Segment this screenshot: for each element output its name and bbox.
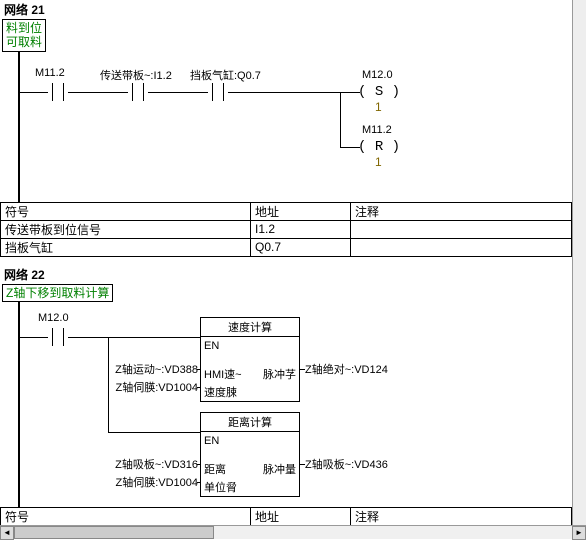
net21-comment-line1: 料到位: [6, 21, 42, 35]
wire: [197, 387, 200, 388]
network-21-header: 网络 21: [0, 0, 572, 19]
fb2-in2: 单位脋: [204, 479, 237, 495]
fb-distance-title: 距离计算: [201, 413, 299, 432]
contact-m11-2-label: M11.2: [35, 67, 65, 79]
contact-m12-0-label: M12.0: [38, 312, 69, 324]
coil-r-type: R: [375, 139, 383, 155]
wire: [68, 92, 128, 93]
fb-distance-calc: 距离计算 EN 距离 脉冲量 单位脋: [200, 412, 300, 497]
wire: [340, 92, 360, 93]
contact-q0-7: [208, 83, 228, 101]
sym-col-comment: 注释: [351, 202, 572, 220]
left-power-rail: [18, 52, 20, 202]
network-22-ladder: M12.0 速度计算 EN HMI速~ 脉冲芓 速度脨 Z轴运动~:VD388 …: [0, 302, 572, 507]
sym-addr: I1.2: [251, 220, 351, 238]
coil-s-count: 1: [375, 100, 382, 114]
contact-m12-0: [48, 328, 68, 346]
contact-i1-2-label: 传送带板~:I1.2: [100, 67, 172, 83]
coil-r-count: 1: [375, 155, 382, 169]
table-row: 传送带板到位信号 I1.2: [1, 220, 572, 238]
fb1-in2-ext: Z轴伺朠:VD1004: [106, 379, 198, 395]
fb2-in1: 距离: [204, 461, 226, 477]
fb1-out1: 脉冲芓: [263, 366, 296, 382]
fb-speed-title: 速度计算: [201, 318, 299, 337]
contact-q0-7-label: 挡板气缸:Q0.7: [190, 67, 261, 83]
sym-col-symbol: 符号: [1, 202, 251, 220]
wire: [340, 147, 360, 148]
wire: [197, 369, 200, 370]
wire: [340, 92, 341, 147]
wire: [300, 464, 305, 465]
sym-col-symbol: 符号: [1, 508, 251, 525]
scrollbar-track[interactable]: [14, 526, 572, 539]
wire: [18, 92, 48, 93]
fb-speed-calc: 速度计算 EN HMI速~ 脉冲芓 速度脨: [200, 317, 300, 402]
coil-s-top-label: M12.0: [362, 69, 393, 81]
scroll-right-arrow-icon[interactable]: ►: [572, 526, 586, 540]
fb1-in2: 速度脨: [204, 384, 237, 400]
wire: [197, 464, 200, 465]
network-21-symbol-table: 符号 地址 注释 传送带板到位信号 I1.2 挡板气缸 Q0.7: [0, 202, 572, 257]
coil-reset-m11-2: ( R ): [358, 139, 400, 155]
wire: [228, 92, 340, 93]
fb1-out1-ext: Z轴绝对~:VD124: [305, 361, 388, 377]
fb2-en: EN: [204, 435, 219, 447]
network-21-comment: 料到位 可取料: [2, 19, 46, 52]
wire: [148, 92, 208, 93]
table-row: 挡板气缸 Q0.7: [1, 238, 572, 256]
vertical-scrollbar[interactable]: [572, 0, 586, 525]
fb2-in1-ext: Z轴吸板~:VD316: [106, 456, 198, 472]
sym-col-address: 地址: [251, 508, 351, 525]
wire: [108, 337, 200, 338]
contact-i1-2: [128, 83, 148, 101]
sym-name: 传送带板到位信号: [1, 220, 251, 238]
wire: [197, 482, 200, 483]
coil-s-type: S: [375, 84, 383, 100]
horizontal-scrollbar[interactable]: ◄ ►: [0, 525, 586, 539]
left-power-rail: [18, 302, 20, 507]
sym-name: 挡板气缸: [1, 238, 251, 256]
network-22-symbol-table: 符号 地址 注释: [0, 507, 572, 525]
network-22-comment: Z轴下移到取料计算: [2, 284, 113, 302]
scrollbar-thumb[interactable]: [14, 526, 214, 539]
fb2-in2-ext: Z轴伺朠:VD1004: [106, 474, 198, 490]
contact-m11-2: [48, 83, 68, 101]
fb-en: EN: [204, 340, 219, 352]
network-22-header: 网络 22: [0, 265, 572, 284]
sym-addr: Q0.7: [251, 238, 351, 256]
coil-set-m12-0: ( S ): [358, 84, 400, 100]
fb2-out1-ext: Z轴吸板~:VD436: [305, 456, 388, 472]
wire: [68, 337, 108, 338]
net22-comment: Z轴下移到取料计算: [6, 286, 109, 300]
scroll-left-arrow-icon[interactable]: ◄: [0, 526, 14, 540]
wire: [18, 337, 48, 338]
sym-comment: [351, 220, 572, 238]
sym-comment: [351, 238, 572, 256]
wire: [108, 432, 200, 433]
fb2-out1: 脉冲量: [263, 461, 296, 477]
fb1-in1: HMI速~: [204, 366, 242, 382]
net21-comment-line2: 可取料: [6, 35, 42, 49]
network-21-ladder: M11.2 传送带板~:I1.2 挡板气缸:Q0.7 M12.0 ( S ) 1…: [0, 52, 572, 202]
coil-r-top-label: M11.2: [362, 124, 392, 136]
sym-col-comment: 注释: [351, 508, 572, 525]
sym-col-address: 地址: [251, 202, 351, 220]
fb1-in1-ext: Z轴运动~:VD388: [106, 361, 198, 377]
wire: [300, 369, 305, 370]
